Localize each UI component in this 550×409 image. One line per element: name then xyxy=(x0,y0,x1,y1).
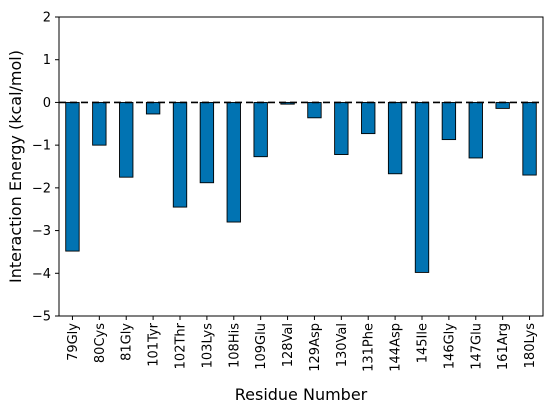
bar-144Asp xyxy=(387,101,403,175)
x-tick-label: 102Thr xyxy=(174,322,189,369)
x-tick-label: 81Gly xyxy=(120,323,135,361)
y-tick-label: −2 xyxy=(32,181,51,196)
y-tick-label: −4 xyxy=(32,267,51,282)
bar-147Glu xyxy=(468,101,483,159)
bar-80Cys xyxy=(92,101,107,146)
bar-103Lys xyxy=(199,101,215,184)
x-axis-title: Residue Number xyxy=(235,385,368,404)
y-tick-label: 0 xyxy=(43,96,51,111)
y-tick-label: −5 xyxy=(32,310,51,325)
bar-131Phe xyxy=(361,101,376,135)
bar-108His xyxy=(226,101,241,223)
y-axis-ticks: −5 −4 −3 −2 −1 0 1 2 xyxy=(32,11,59,325)
y-tick-label: −1 xyxy=(32,139,51,154)
plot-frame xyxy=(58,16,544,317)
x-tick-label: 109Glu xyxy=(254,323,269,370)
bar-180Lys xyxy=(522,101,537,176)
y-tick-label: −3 xyxy=(32,224,51,239)
y-axis-title: Interaction Energy (kcal/mol) xyxy=(6,50,25,283)
x-tick-label: 131Phe xyxy=(362,323,377,372)
x-tick-label: 128Val xyxy=(281,323,296,367)
bar-130Val xyxy=(334,101,349,155)
bar-79Gly xyxy=(65,101,80,252)
bar-81Gly xyxy=(119,101,134,178)
x-tick-label: 161Arg xyxy=(496,323,511,370)
bar-109Glu xyxy=(253,101,268,158)
x-tick-label: 103Lys xyxy=(200,323,215,369)
x-tick-label: 180Lys xyxy=(523,323,538,369)
bar-102Thr xyxy=(172,101,188,208)
bar-145Ile xyxy=(414,101,430,273)
bar-161Arg xyxy=(495,101,510,109)
x-tick-label: 147Glu xyxy=(469,323,484,370)
x-tick-label: 145Ile xyxy=(416,323,431,363)
x-tick-label: 79Gly xyxy=(66,323,81,361)
bar-146Gly xyxy=(441,101,457,141)
y-tick-label: 1 xyxy=(43,53,51,68)
x-tick-label: 129Asp xyxy=(308,323,323,372)
bar-129Asp xyxy=(307,101,322,119)
bars-group xyxy=(65,101,537,273)
x-tick-label: 146Gly xyxy=(442,323,457,369)
bar-128Val xyxy=(280,101,295,105)
x-tick-label: 130Val xyxy=(335,323,350,367)
x-tick-label: 80Cys xyxy=(93,323,108,363)
x-axis-ticks: 79Gly 80Cys 81Gly 101Tyr 102Thr 103Lys 108His 1… xyxy=(66,316,538,372)
x-tick-label: 101Tyr xyxy=(147,322,162,366)
x-tick-label: 108His xyxy=(227,323,242,368)
bar-101Tyr xyxy=(145,101,161,115)
x-tick-label: 144Asp xyxy=(389,323,404,372)
y-tick-label: 2 xyxy=(43,11,51,26)
